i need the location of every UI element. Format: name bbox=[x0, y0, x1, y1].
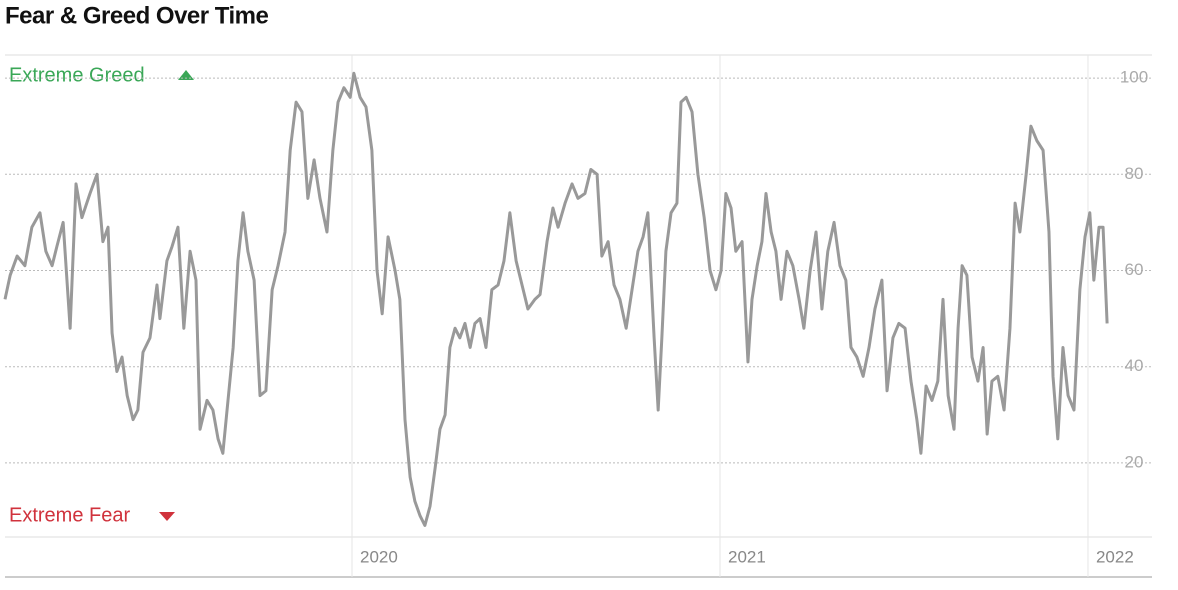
x-tick-label: 2022 bbox=[1096, 547, 1134, 566]
y-tick-label: 40 bbox=[1125, 356, 1144, 375]
x-tick-label: 2021 bbox=[728, 547, 766, 566]
y-tick-label: 20 bbox=[1125, 452, 1144, 471]
fear-label: Extreme Fear bbox=[9, 504, 130, 526]
y-tick-label: 100 bbox=[1120, 68, 1148, 87]
greed-label: Extreme Greed bbox=[9, 64, 145, 86]
y-tick-label: 60 bbox=[1125, 260, 1144, 279]
x-tick-label: 2020 bbox=[360, 547, 398, 566]
down-arrow-icon bbox=[159, 512, 175, 521]
up-arrow-icon bbox=[178, 70, 194, 80]
chart-title: Fear & Greed Over Time bbox=[5, 2, 269, 29]
y-tick-label: 80 bbox=[1125, 164, 1144, 183]
data-line bbox=[3, 71, 1109, 527]
